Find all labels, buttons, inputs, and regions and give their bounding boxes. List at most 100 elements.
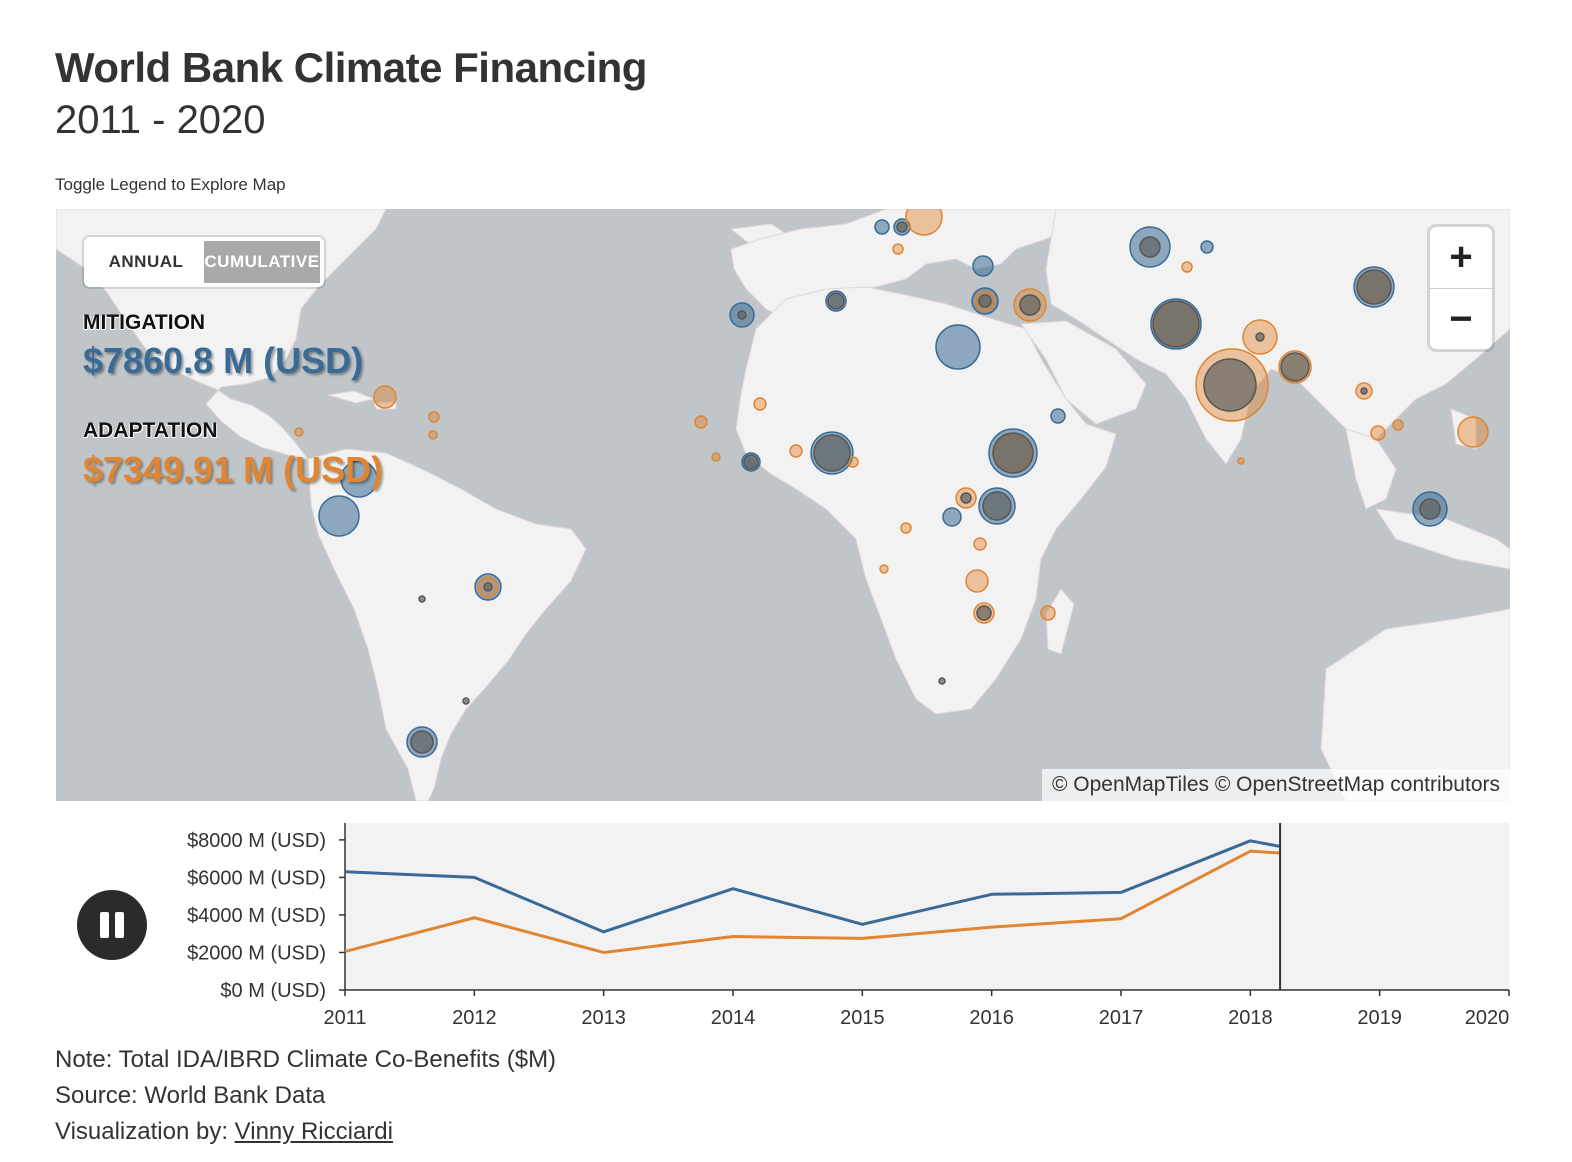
- bubble-adaptation[interactable]: [294, 427, 304, 437]
- bubble-overlap[interactable]: [462, 697, 470, 705]
- map[interactable]: ANNUAL CUMULATIVE MITIGATION $7860.8 M (…: [56, 209, 1510, 801]
- bubble-overlap[interactable]: [1360, 387, 1368, 395]
- mitigation-label: MITIGATION: [83, 311, 206, 334]
- bubble-mitigation[interactable]: [972, 255, 994, 277]
- bubble-overlap[interactable]: [938, 677, 946, 685]
- bubble-adaptation[interactable]: [973, 537, 987, 551]
- map-attribution: © OpenMapTiles © OpenStreetMap contribut…: [1041, 769, 1510, 801]
- land-madagascar: [1045, 588, 1075, 655]
- x-tick-label: 2012: [452, 1007, 497, 1029]
- bubble-overlap[interactable]: [1019, 294, 1041, 316]
- note-text: Note: Total IDA/IBRD Climate Co-Benefits…: [55, 1046, 557, 1073]
- bubble-mitigation[interactable]: [340, 460, 378, 498]
- bubble-overlap[interactable]: [813, 434, 851, 472]
- x-tick-label: 2018: [1228, 1007, 1273, 1029]
- bubble-adaptation[interactable]: [879, 564, 889, 574]
- pause-icon: [115, 912, 124, 938]
- bubble-overlap[interactable]: [978, 294, 992, 308]
- x-tick-label: 2020: [1465, 1007, 1510, 1029]
- bubble-mitigation[interactable]: [318, 495, 360, 537]
- bubble-mitigation[interactable]: [935, 324, 981, 370]
- credit-prefix: Visualization by:: [55, 1118, 235, 1145]
- bubble-adaptation[interactable]: [428, 430, 438, 440]
- x-tick-label: 2016: [969, 1007, 1014, 1029]
- x-tick-label: 2017: [1099, 1007, 1144, 1029]
- bubble-overlap[interactable]: [737, 310, 747, 320]
- bubble-adaptation[interactable]: [789, 444, 803, 458]
- bubble-adaptation[interactable]: [711, 452, 721, 462]
- bubble-adaptation[interactable]: [428, 411, 440, 423]
- series-line-adaptation: [344, 849, 1281, 954]
- zoom-out-button[interactable]: −: [1449, 297, 1473, 341]
- pause-icon: [100, 912, 109, 938]
- series-line-mitigation: [344, 839, 1281, 934]
- instruction-text: Toggle Legend to Explore Map: [55, 175, 286, 194]
- bubble-mitigation[interactable]: [1200, 240, 1214, 254]
- source-text: Source: World Bank Data: [55, 1082, 326, 1109]
- adaptation-value: $7349.91 M (USD): [83, 449, 384, 490]
- bubble-overlap[interactable]: [1419, 498, 1441, 520]
- bubble-overlap[interactable]: [1280, 352, 1310, 382]
- bubble-adaptation[interactable]: [1181, 261, 1193, 273]
- map-land-layer: [56, 209, 1510, 801]
- toggle-cumulative[interactable]: CUMULATIVE: [204, 241, 320, 283]
- bubble-adaptation[interactable]: [753, 397, 767, 411]
- y-axis: $0 M (USD) $2000 M (USD) $4000 M (USD) $600…: [187, 823, 346, 1002]
- bubble-adaptation[interactable]: [965, 569, 989, 593]
- bubble-adaptation[interactable]: [900, 522, 912, 534]
- y-tick-label: $8000 M (USD): [187, 830, 326, 852]
- bubble-overlap[interactable]: [982, 491, 1012, 521]
- bubble-overlap[interactable]: [1356, 269, 1392, 305]
- x-tick-label: 2014: [711, 1007, 756, 1029]
- bubble-overlap[interactable]: [896, 221, 908, 233]
- bubble-overlap[interactable]: [1152, 300, 1200, 348]
- footer-notes: Note: Total IDA/IBRD Climate Co-Benefits…: [55, 1042, 556, 1150]
- bubble-overlap[interactable]: [992, 432, 1034, 474]
- bubble-overlap[interactable]: [960, 492, 972, 504]
- bubble-adaptation[interactable]: [892, 243, 904, 255]
- bubble-mitigation[interactable]: [942, 507, 962, 527]
- bubble-overlap[interactable]: [1139, 236, 1161, 258]
- y-tick-label: $2000 M (USD): [187, 942, 326, 964]
- mitigation-value: $7860.8 M (USD): [83, 340, 364, 381]
- map-bubble-layer[interactable]: [56, 209, 1510, 801]
- land-philippines: [1450, 408, 1477, 450]
- bubble-overlap[interactable]: [743, 454, 759, 470]
- x-tick-label: 2013: [581, 1007, 626, 1029]
- timeline-chart[interactable]: $0 M (USD) $2000 M (USD) $4000 M (USD) $600…: [0, 810, 1572, 1035]
- bubble-overlap[interactable]: [418, 595, 426, 603]
- pause-button[interactable]: [77, 890, 147, 960]
- bubble-adaptation[interactable]: [694, 415, 708, 429]
- land-australia: [1320, 608, 1510, 801]
- bubble-overlap[interactable]: [1255, 332, 1265, 342]
- bubble-mitigation[interactable]: [1050, 408, 1066, 424]
- toggle-annual[interactable]: ANNUAL: [88, 241, 204, 283]
- bubble-overlap[interactable]: [483, 582, 493, 592]
- zoom-control[interactable]: + −: [1430, 227, 1492, 349]
- bubble-adaptation[interactable]: [905, 209, 943, 236]
- x-axis: 2011 2012 2013 2014 2015 2016 2017 2018 2019 2020: [323, 989, 1510, 1029]
- bubble-adaptation[interactable]: [373, 385, 397, 409]
- bubble-overlap[interactable]: [1203, 358, 1257, 412]
- bubble-adaptation[interactable]: [1457, 416, 1489, 448]
- land-arabia: [1020, 320, 1147, 425]
- y-tick-label: $6000 M (USD): [187, 867, 326, 889]
- bubble-overlap[interactable]: [827, 292, 845, 310]
- bubble-adaptation[interactable]: [1370, 425, 1386, 441]
- land-africa: [735, 286, 1117, 715]
- land-indonesia: [1374, 508, 1510, 570]
- bubble-adaptation[interactable]: [1237, 457, 1245, 465]
- y-tick-label: $4000 M (USD): [187, 905, 326, 927]
- bubble-adaptation[interactable]: [1040, 605, 1056, 621]
- bubble-overlap[interactable]: [410, 730, 434, 754]
- x-tick-label: 2019: [1357, 1007, 1402, 1029]
- zoom-in-button[interactable]: +: [1430, 227, 1492, 289]
- bubble-adaptation[interactable]: [1392, 419, 1404, 431]
- annual-cumulative-toggle[interactable]: ANNUAL CUMULATIVE: [84, 237, 324, 287]
- chart-plot-background: [345, 823, 1509, 990]
- author-link[interactable]: Vinny Ricciardi: [234, 1118, 393, 1145]
- land-south-america: [307, 448, 587, 801]
- x-tick-label: 2011: [323, 1007, 366, 1029]
- bubble-overlap[interactable]: [976, 605, 992, 621]
- bubble-mitigation[interactable]: [874, 219, 890, 235]
